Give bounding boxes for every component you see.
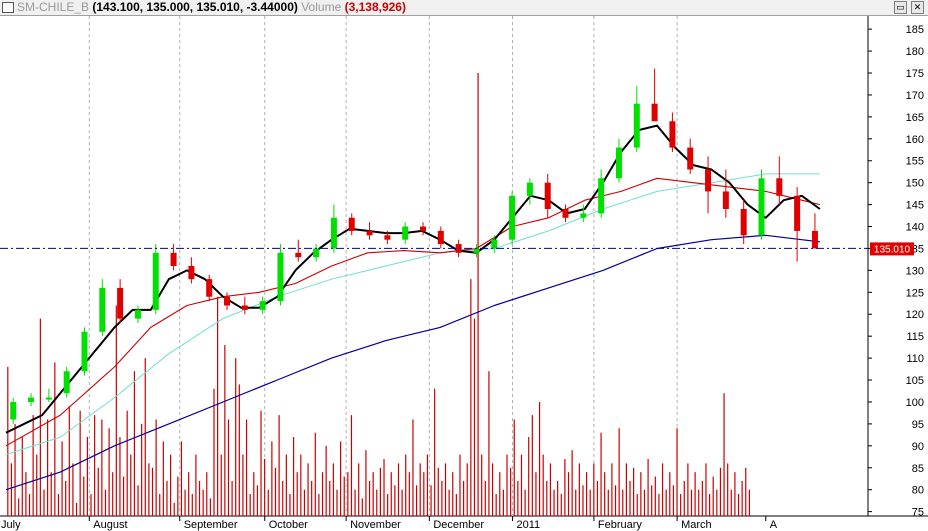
x-tick-label: February bbox=[598, 519, 643, 531]
window-titlebar: SM-CHILE_B (143.100, 135.000, 135.010, -… bbox=[0, 0, 928, 16]
symbol-label: SM-CHILE_B bbox=[17, 0, 90, 14]
candle-body bbox=[473, 248, 480, 253]
candle-body bbox=[776, 178, 783, 196]
candle-body bbox=[313, 248, 320, 258]
chart-title: SM-CHILE_B (143.100, 135.000, 135.010, -… bbox=[17, 0, 406, 15]
price-chart: 7580859095100105110115120125130135140145… bbox=[0, 16, 928, 531]
candle-body bbox=[206, 279, 213, 297]
ma-mid-line bbox=[5, 177, 821, 447]
candle-body bbox=[491, 239, 498, 249]
ma-cyan-line bbox=[5, 173, 820, 456]
candle-body bbox=[28, 397, 35, 402]
y-tick-label: 140 bbox=[906, 222, 924, 234]
y-tick-label: 175 bbox=[906, 68, 924, 80]
volume-value: (3,138,926) bbox=[344, 0, 406, 14]
candle-body bbox=[687, 147, 694, 170]
y-tick-label: 75 bbox=[912, 507, 924, 519]
candle-body bbox=[366, 230, 373, 236]
candle-body bbox=[81, 331, 88, 372]
candle-body bbox=[526, 182, 533, 196]
candle-body bbox=[277, 252, 284, 302]
chart-grid: 7580859095100105110115120125130135140145… bbox=[0, 16, 928, 531]
y-tick-label: 90 bbox=[912, 441, 924, 453]
y-tick-label: 100 bbox=[906, 397, 924, 409]
candle-body bbox=[241, 305, 248, 310]
window-icon bbox=[2, 2, 14, 13]
candle-body bbox=[170, 252, 177, 266]
candle-body bbox=[615, 147, 622, 179]
quote-values: (143.100, 135.000, 135.010, -3.44000) bbox=[92, 0, 298, 14]
candle-body bbox=[188, 266, 195, 280]
y-tick-label: 115 bbox=[906, 331, 924, 343]
candle-body bbox=[437, 230, 444, 245]
y-tick-label: 105 bbox=[906, 375, 924, 387]
x-tick-label: November bbox=[350, 519, 401, 531]
volume-bars bbox=[7, 73, 750, 516]
x-tick-label: September bbox=[184, 519, 238, 531]
candle-body bbox=[544, 182, 551, 209]
price-candles bbox=[10, 68, 818, 424]
candle-body bbox=[669, 121, 676, 148]
candle-body bbox=[419, 226, 426, 231]
candle-body bbox=[99, 287, 106, 332]
y-tick-label: 160 bbox=[906, 134, 924, 146]
candle-body bbox=[384, 235, 391, 240]
chart-overlay: 135.010 bbox=[0, 242, 914, 256]
ma-long-line bbox=[5, 234, 820, 491]
candle-body bbox=[562, 208, 569, 218]
y-tick-label: 145 bbox=[906, 200, 924, 212]
y-tick-label: 180 bbox=[906, 46, 924, 58]
candle-body bbox=[811, 230, 818, 249]
candle-body bbox=[152, 252, 159, 310]
candle-body bbox=[134, 309, 141, 319]
y-axis-area bbox=[868, 16, 928, 531]
x-tick-label: A bbox=[770, 519, 778, 531]
candle-body bbox=[330, 217, 337, 249]
y-tick-label: 85 bbox=[912, 463, 924, 475]
y-tick-label: 110 bbox=[906, 353, 924, 365]
y-tick-label: 125 bbox=[906, 287, 924, 299]
y-tick-label: 155 bbox=[906, 156, 924, 168]
x-tick-label: December bbox=[433, 519, 484, 531]
candle-body bbox=[117, 287, 124, 319]
candle-body bbox=[224, 296, 231, 306]
candle-body bbox=[45, 397, 52, 400]
y-tick-label: 185 bbox=[906, 24, 924, 36]
close-icon[interactable]: ✕ bbox=[911, 1, 924, 14]
last-price-label: 135.010 bbox=[874, 244, 911, 255]
y-tick-label: 165 bbox=[906, 112, 924, 124]
y-tick-label: 120 bbox=[906, 309, 924, 321]
candle-body bbox=[259, 301, 266, 310]
x-tick-label: 2011 bbox=[517, 519, 541, 531]
candle-body bbox=[705, 169, 712, 192]
restore-icon[interactable]: ▭ bbox=[894, 1, 907, 14]
x-tick-label: July bbox=[1, 519, 21, 531]
candle-body bbox=[509, 195, 516, 240]
volume-label: Volume bbox=[301, 0, 342, 14]
x-tick-label: March bbox=[681, 519, 712, 531]
candle-body bbox=[651, 103, 658, 122]
candle-body bbox=[295, 252, 302, 258]
x-tick-label: August bbox=[93, 519, 127, 531]
candle-body bbox=[348, 217, 355, 231]
candle-body bbox=[10, 401, 17, 420]
y-tick-label: 150 bbox=[906, 178, 924, 190]
y-tick-label: 95 bbox=[912, 419, 924, 431]
last-price-box bbox=[870, 242, 914, 256]
candle-body bbox=[580, 213, 587, 218]
candle-body bbox=[402, 226, 409, 240]
y-tick-label: 130 bbox=[906, 265, 924, 277]
candle-body bbox=[63, 371, 70, 394]
y-tick-label: 80 bbox=[912, 485, 924, 497]
candle-body bbox=[740, 208, 747, 236]
x-tick-label: October bbox=[269, 519, 308, 531]
candle-body bbox=[598, 178, 605, 214]
candle-body bbox=[722, 191, 729, 209]
y-tick-label: 170 bbox=[906, 90, 924, 102]
candle-body bbox=[633, 103, 640, 148]
candle-body bbox=[455, 244, 462, 253]
candle-body bbox=[758, 178, 765, 236]
candle-body bbox=[794, 195, 801, 231]
